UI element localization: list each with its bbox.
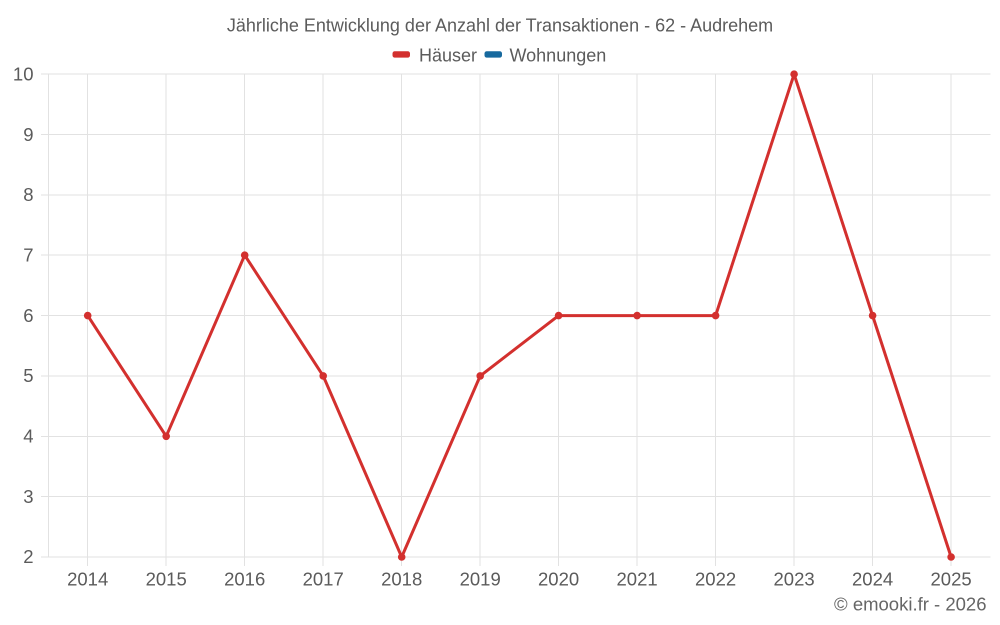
svg-text:2025: 2025 bbox=[931, 568, 972, 589]
svg-text:2016: 2016 bbox=[224, 568, 265, 589]
svg-text:5: 5 bbox=[23, 365, 33, 386]
svg-text:2022: 2022 bbox=[695, 568, 736, 589]
svg-text:8: 8 bbox=[23, 184, 33, 205]
svg-text:Jährliche Entwicklung der Anza: Jährliche Entwicklung der Anzahl der Tra… bbox=[227, 15, 773, 35]
svg-text:© emooki.fr - 2026: © emooki.fr - 2026 bbox=[834, 593, 986, 614]
svg-text:2023: 2023 bbox=[774, 568, 815, 589]
svg-text:Wohnungen: Wohnungen bbox=[510, 45, 607, 65]
svg-text:7: 7 bbox=[23, 244, 33, 265]
svg-text:2019: 2019 bbox=[460, 568, 501, 589]
svg-text:10: 10 bbox=[13, 63, 34, 84]
svg-text:Häuser: Häuser bbox=[419, 45, 477, 65]
svg-text:3: 3 bbox=[23, 486, 33, 507]
svg-text:2021: 2021 bbox=[617, 568, 658, 589]
svg-text:2024: 2024 bbox=[852, 568, 893, 589]
svg-text:2015: 2015 bbox=[146, 568, 187, 589]
svg-text:9: 9 bbox=[23, 124, 33, 145]
svg-text:2014: 2014 bbox=[67, 568, 108, 589]
svg-text:2017: 2017 bbox=[303, 568, 344, 589]
svg-text:6: 6 bbox=[23, 305, 33, 326]
svg-text:2020: 2020 bbox=[538, 568, 579, 589]
svg-text:2018: 2018 bbox=[381, 568, 422, 589]
svg-text:4: 4 bbox=[23, 426, 33, 447]
svg-text:2: 2 bbox=[23, 546, 33, 567]
